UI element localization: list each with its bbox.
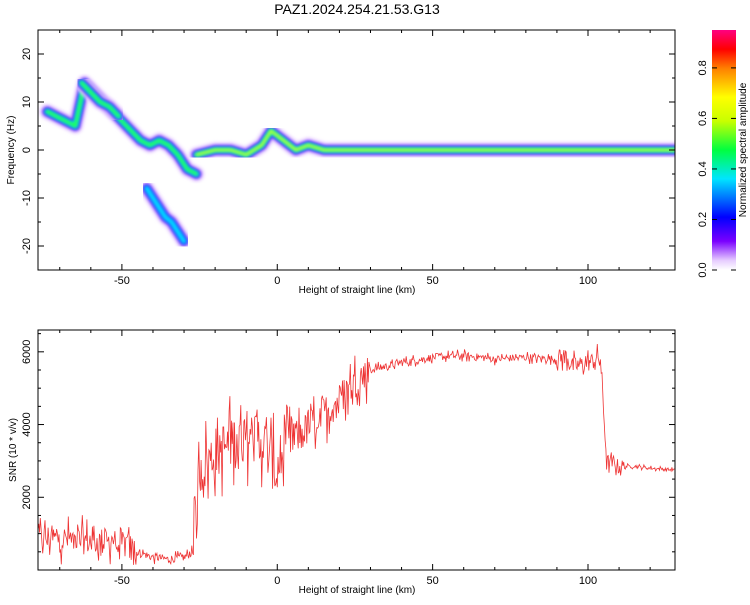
x-tick-label: -50 — [114, 275, 130, 287]
colorbar-label: Normalized spectral amplitude — [738, 82, 749, 217]
colorbar-ticks: 0.0 0.2 0.4 0.6 0.8 — [697, 60, 736, 278]
heatmap-trace — [144, 185, 187, 244]
heatmap-traces — [39, 74, 675, 250]
x-tick-label: 100 — [579, 575, 597, 587]
y-tick-label: 0 — [21, 147, 33, 153]
colorbar: 0.0 0.2 0.4 0.6 0.8 Normalized spectral ampl… — [697, 30, 749, 278]
top-y-axis-label: Frequency (Hz) — [6, 116, 17, 185]
top-x-ticks: -50 0 50 100 — [59, 30, 651, 287]
colorbar-tick-label: 0.6 — [697, 111, 709, 126]
heatmap-trace — [79, 81, 121, 119]
colorbar-tick-label: 0.8 — [697, 60, 709, 75]
y-tick-label: 10 — [21, 96, 33, 108]
x-tick-label: 0 — [274, 575, 280, 587]
y-tick-label: -10 — [21, 190, 33, 206]
x-tick-label: 0 — [274, 275, 280, 287]
colorbar-gradient — [712, 30, 736, 270]
x-tick-label: -50 — [114, 575, 130, 587]
top-x-axis-label: Height of straight line (km) — [299, 285, 416, 296]
bottom-x-axis-label: Height of straight line (km) — [299, 585, 416, 596]
y-tick-label: 20 — [21, 48, 33, 60]
chart-title: PAZ1.2024.254.21.53.G13 — [274, 1, 440, 17]
bottom-y-ticks: 2000 4000 6000 — [21, 333, 675, 553]
top-panel: -50 0 50 100 -20 -10 0 10 20 Height of straight… — [6, 29, 676, 296]
colorbar-tick-label: 0.4 — [697, 161, 709, 176]
y-tick-label: -20 — [21, 238, 33, 254]
x-tick-label: 50 — [427, 575, 439, 587]
bottom-plot-frame — [37, 329, 676, 571]
colorbar-tick-label: 0.2 — [697, 212, 709, 227]
heatmap-trace — [195, 129, 675, 156]
y-tick-label: 2000 — [21, 485, 33, 509]
y-tick-label: 6000 — [21, 340, 33, 364]
snr-series-line — [38, 343, 675, 565]
bottom-x-ticks: -50 0 50 100 — [59, 330, 651, 587]
top-y-ticks: -20 -10 0 10 20 — [21, 29, 675, 271]
colorbar-tick-label: 0.0 — [697, 262, 709, 277]
x-tick-label: 50 — [427, 275, 439, 287]
bottom-panel: -50 0 50 100 2000 4000 6000 Height of straigh… — [8, 329, 676, 596]
bottom-y-axis-label: SNR (10 * v/v) — [8, 418, 19, 482]
y-tick-label: 4000 — [21, 412, 33, 436]
x-tick-label: 100 — [579, 275, 597, 287]
